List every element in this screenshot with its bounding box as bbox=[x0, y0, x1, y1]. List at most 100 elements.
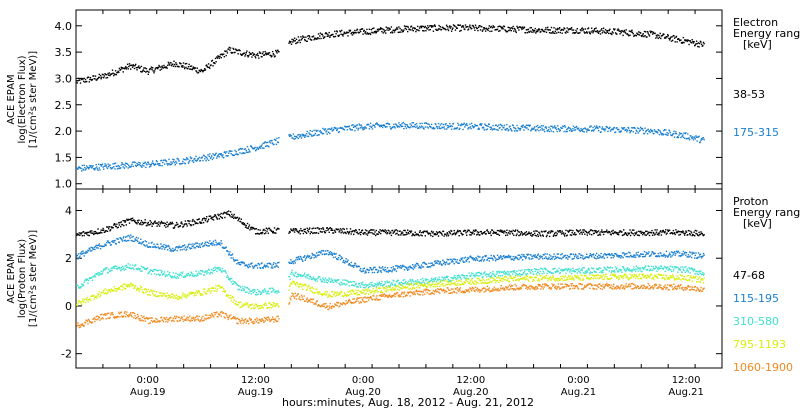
data-point bbox=[530, 129, 533, 131]
data-point bbox=[180, 221, 183, 223]
data-point bbox=[484, 255, 487, 258]
data-point bbox=[562, 269, 564, 271]
data-point bbox=[189, 156, 192, 158]
data-point bbox=[523, 26, 526, 28]
data-point bbox=[376, 30, 378, 33]
data-point bbox=[447, 125, 450, 127]
data-point bbox=[598, 257, 600, 259]
data-point bbox=[297, 258, 299, 261]
data-point bbox=[410, 280, 412, 282]
data-point bbox=[193, 275, 195, 277]
data-point bbox=[272, 142, 274, 144]
data-point bbox=[563, 130, 565, 133]
data-point bbox=[80, 77, 82, 80]
data-point bbox=[307, 35, 309, 37]
data-point bbox=[568, 127, 570, 129]
data-point bbox=[312, 135, 314, 137]
data-point bbox=[212, 219, 215, 221]
data-point bbox=[685, 254, 687, 256]
data-point bbox=[577, 255, 579, 257]
data-point bbox=[196, 71, 198, 73]
data-point bbox=[270, 287, 272, 289]
data-point bbox=[320, 231, 322, 233]
data-point bbox=[598, 267, 600, 269]
data-point bbox=[212, 240, 215, 242]
data-point bbox=[511, 27, 513, 29]
data-point bbox=[211, 59, 214, 62]
data-point bbox=[350, 32, 352, 35]
data-point bbox=[673, 232, 676, 234]
data-point bbox=[685, 230, 687, 232]
data-point bbox=[527, 28, 529, 31]
data-point bbox=[579, 29, 582, 31]
data-point bbox=[245, 224, 247, 227]
data-point bbox=[207, 159, 210, 161]
data-point bbox=[232, 215, 234, 217]
data-point bbox=[476, 259, 479, 261]
data-point bbox=[513, 234, 515, 236]
data-point bbox=[368, 283, 371, 285]
data-point bbox=[420, 25, 422, 28]
data-point bbox=[439, 261, 441, 263]
data-point bbox=[625, 233, 627, 235]
data-point bbox=[677, 136, 680, 139]
data-point bbox=[88, 277, 90, 280]
data-point bbox=[411, 234, 413, 237]
data-point bbox=[244, 224, 246, 226]
data-point bbox=[637, 132, 639, 134]
data-point bbox=[326, 35, 328, 37]
data-point bbox=[498, 230, 500, 232]
data-point bbox=[590, 272, 592, 274]
data-point bbox=[592, 254, 594, 256]
data-point bbox=[391, 229, 394, 232]
data-point bbox=[203, 217, 205, 219]
data-point bbox=[158, 64, 160, 67]
data-point bbox=[402, 121, 404, 124]
data-point bbox=[413, 234, 416, 237]
data-point bbox=[402, 125, 404, 127]
data-point bbox=[564, 235, 566, 237]
data-point bbox=[567, 231, 570, 233]
data-point bbox=[511, 258, 514, 260]
data-point bbox=[244, 264, 247, 266]
data-point bbox=[593, 129, 595, 131]
data-point bbox=[369, 229, 372, 231]
data-point bbox=[150, 269, 152, 272]
data-point bbox=[340, 33, 342, 35]
data-point bbox=[352, 280, 354, 283]
data-point bbox=[255, 292, 257, 294]
data-point bbox=[373, 266, 375, 269]
data-point bbox=[633, 256, 636, 258]
data-point bbox=[653, 234, 656, 236]
data-point bbox=[292, 272, 294, 274]
data-point bbox=[490, 276, 492, 278]
data-point bbox=[241, 262, 243, 264]
data-point bbox=[421, 281, 423, 283]
data-point bbox=[419, 282, 421, 284]
data-point bbox=[697, 252, 700, 254]
series-310-580 bbox=[76, 263, 705, 296]
data-point bbox=[123, 163, 125, 166]
data-point bbox=[599, 234, 602, 236]
data-point bbox=[296, 136, 298, 139]
data-point bbox=[597, 32, 600, 34]
data-point bbox=[141, 270, 143, 272]
data-point bbox=[450, 30, 453, 32]
data-point bbox=[185, 275, 187, 277]
data-point bbox=[430, 230, 433, 232]
data-point bbox=[229, 150, 232, 152]
data-point bbox=[256, 288, 259, 291]
data-point bbox=[478, 260, 480, 262]
data-point bbox=[351, 124, 353, 127]
data-point bbox=[549, 232, 551, 234]
data-point bbox=[105, 77, 107, 79]
data-point bbox=[690, 256, 693, 259]
data-point bbox=[533, 127, 535, 129]
data-point bbox=[395, 124, 398, 126]
data-point bbox=[634, 268, 636, 270]
data-point bbox=[154, 220, 156, 222]
data-point bbox=[566, 254, 568, 257]
data-point bbox=[609, 231, 611, 233]
data-point bbox=[448, 230, 450, 233]
data-point bbox=[602, 233, 605, 236]
